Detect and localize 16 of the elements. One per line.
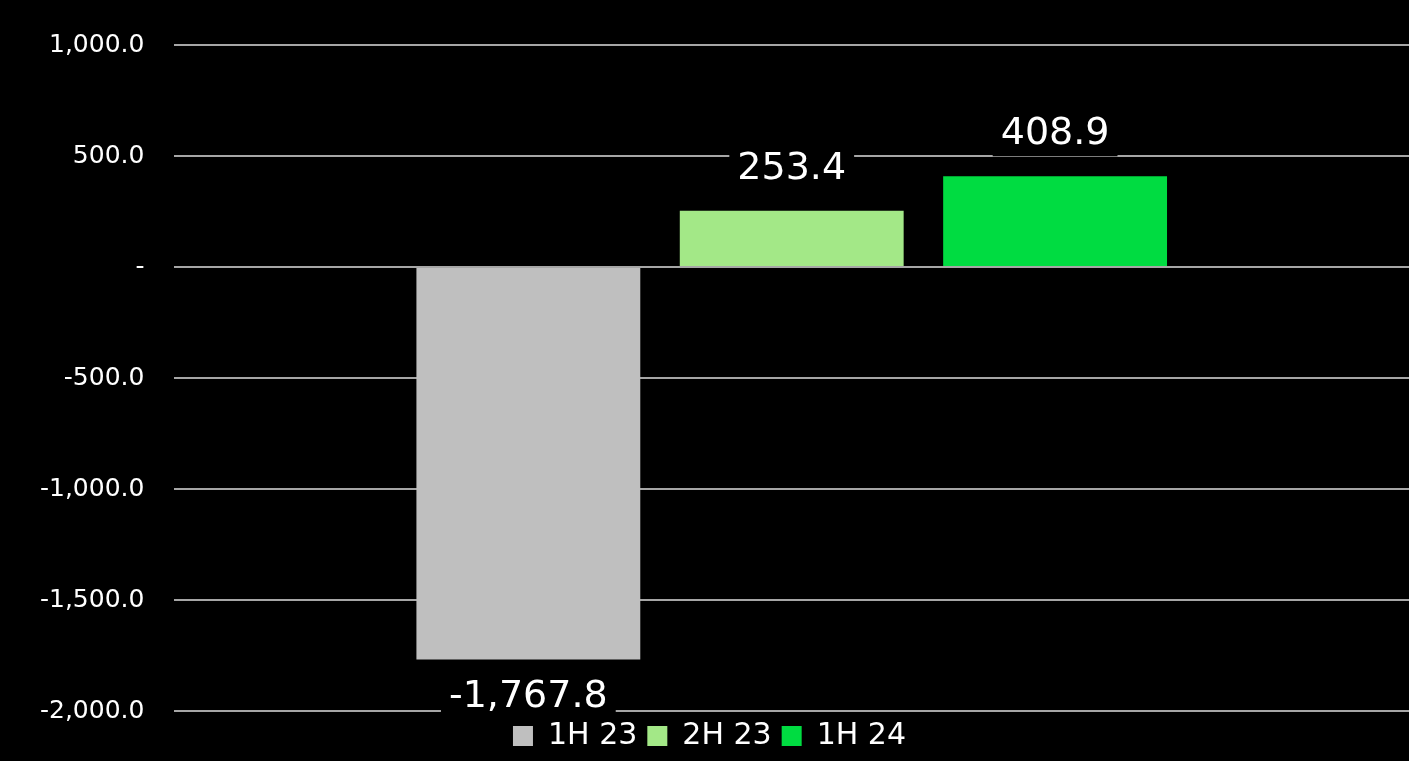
bar: [943, 176, 1168, 266]
legend-label: 2H 23: [682, 715, 772, 751]
bar: [679, 210, 904, 266]
y-tick-label: -: [135, 250, 145, 280]
bar: [416, 268, 641, 660]
data-label: 408.9: [1000, 109, 1110, 154]
legend-label: 1H 23: [547, 715, 638, 751]
data-label: 253.4: [737, 143, 847, 188]
y-tick-label: -1,000.0: [39, 472, 145, 502]
legend-label: 1H 24: [816, 715, 907, 751]
y-tick-label: -500.0: [63, 361, 145, 391]
y-tick-label: 500.0: [72, 139, 145, 169]
y-tick-label: -1,500.0: [39, 583, 145, 613]
data-label: -1,767.8: [448, 672, 608, 717]
y-tick-label: 1,000.0: [49, 28, 145, 58]
y-tick-label: -2,000.0: [39, 694, 145, 724]
